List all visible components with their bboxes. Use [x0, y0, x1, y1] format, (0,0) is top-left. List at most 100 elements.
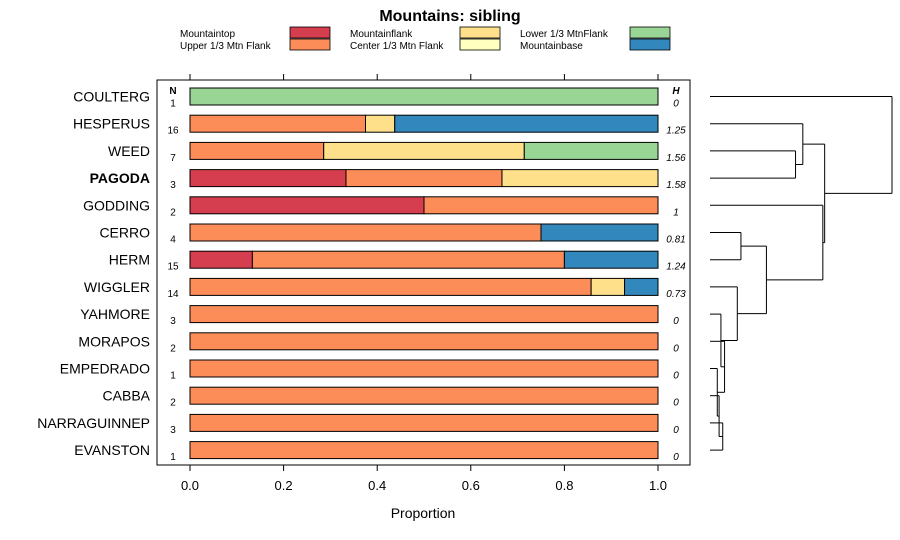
n-label: 2 — [170, 207, 176, 218]
bar-segment — [189, 223, 542, 242]
dendrogram — [710, 96, 893, 451]
n-label: 2 — [170, 398, 176, 409]
h-header: H — [672, 86, 680, 97]
legend-swatch — [289, 26, 331, 39]
bar-segment — [345, 169, 503, 188]
x-tick-label: 0.6 — [462, 478, 480, 493]
x-tick-label: 0.8 — [555, 478, 573, 493]
legend-swatch — [459, 38, 501, 51]
category-label: COULTERG — [73, 89, 150, 105]
bar-segment — [590, 277, 626, 296]
legend-swatch — [289, 38, 331, 51]
bar-segment — [501, 169, 659, 188]
bar-row: HESPERUS 16 1.25 — [73, 114, 686, 137]
plot-frame — [156, 79, 691, 466]
bar-segment — [189, 413, 659, 432]
legend-label: Upper 1/3 Mtn Flank — [180, 41, 272, 52]
bar-row: PAGODA 3 1.58 — [90, 169, 686, 191]
legend-swatch — [629, 38, 671, 51]
n-label: 1 — [170, 99, 176, 110]
h-label: 1.58 — [666, 180, 686, 191]
legend-label: Mountainflank — [350, 29, 413, 40]
n-label: 15 — [167, 262, 179, 273]
bar-segment — [189, 196, 425, 215]
bar-row: YAHMORE 3 0 — [80, 305, 679, 327]
x-tick-label: 0.4 — [368, 478, 386, 493]
bar-segment — [189, 250, 253, 269]
bar-segment — [189, 386, 659, 405]
bar-segment — [624, 277, 659, 296]
bar-row: WIGGLER 14 0.73 — [84, 277, 686, 300]
n-label: 7 — [170, 153, 176, 164]
category-label: CERRO — [99, 225, 150, 241]
bar-segment — [189, 277, 592, 296]
bar-segment — [189, 141, 325, 160]
bar-row: CABBA 2 0 — [103, 386, 679, 409]
category-label: EMPEDRADO — [60, 361, 150, 377]
n-label: 2 — [170, 343, 176, 354]
legend-label: Lower 1/3 MtnFlank — [520, 29, 609, 40]
bar-segment — [365, 114, 396, 133]
h-label: 0.81 — [666, 235, 685, 246]
legend-label: Mountaintop — [180, 29, 235, 40]
bar-segment — [189, 359, 659, 378]
bar-segment — [189, 87, 659, 106]
bar-segment — [523, 141, 659, 160]
x-tick-label: 1.0 — [649, 478, 667, 493]
rows: COULTERG 1 0 HESPERUS 16 1.25 WEED 7 1.56 PAGODA 3… — [37, 87, 686, 463]
h-label: 0 — [673, 371, 679, 382]
category-label: MORAPOS — [78, 333, 150, 349]
bar-segment — [189, 305, 659, 324]
h-label: 1.25 — [666, 126, 686, 137]
n-label: 3 — [170, 425, 176, 436]
bar-segment — [189, 169, 347, 188]
h-label: 0 — [673, 425, 679, 436]
legend-label: Mountainbase — [520, 41, 583, 52]
bar-row: WEED 7 1.56 — [108, 141, 686, 164]
category-label: HERM — [109, 252, 150, 268]
category-label: PAGODA — [90, 170, 150, 186]
h-label: 0 — [673, 316, 679, 327]
bar-row: EMPEDRADO 1 0 — [60, 359, 679, 382]
bar-row: GODDING 2 1 — [83, 196, 679, 218]
category-label: EVANSTON — [74, 442, 150, 458]
h-label: 0 — [673, 343, 679, 354]
bar-segment — [563, 250, 659, 269]
n-header: N — [169, 86, 176, 97]
h-label: 1.24 — [666, 262, 686, 273]
category-label: HESPERUS — [73, 116, 150, 132]
h-label: 1 — [673, 207, 679, 218]
category-label: WEED — [108, 143, 150, 159]
legend-swatch — [629, 26, 671, 39]
h-label: 0.73 — [666, 289, 686, 300]
category-label: NARRAGUINNEP — [37, 415, 150, 431]
bar-row: MORAPOS 2 0 — [78, 332, 679, 354]
h-label: 1.56 — [666, 153, 686, 164]
bar-segment — [189, 114, 366, 133]
bar-row: NARRAGUINNEP 3 0 — [37, 413, 679, 436]
category-label: GODDING — [83, 197, 150, 213]
x-axis: 0.0 0.2 0.4 0.6 0.8 1.0 — [181, 74, 667, 493]
h-label: 0 — [673, 398, 679, 409]
x-tick-label: 0.0 — [181, 478, 199, 493]
bar-segment — [251, 250, 565, 269]
category-label: YAHMORE — [80, 306, 150, 322]
n-label: 3 — [170, 316, 176, 327]
bar-segment — [394, 114, 659, 133]
legend-label: Center 1/3 Mtn Flank — [350, 41, 444, 52]
x-tick-label: 0.2 — [275, 478, 293, 493]
bar-row: EVANSTON 1 0 — [74, 441, 679, 463]
n-label: 3 — [170, 180, 176, 191]
h-label: 0 — [673, 99, 679, 110]
n-label: 1 — [170, 452, 176, 463]
bar-segment — [423, 196, 659, 215]
bar-segment — [323, 141, 525, 160]
n-label: 4 — [170, 235, 176, 246]
n-label: 14 — [167, 289, 179, 300]
bar-row: HERM 15 1.24 — [109, 250, 686, 273]
category-label: CABBA — [103, 388, 151, 404]
x-axis-label: Proportion — [391, 505, 456, 521]
n-label: 1 — [170, 371, 176, 382]
bar-row: CERRO 4 0.81 — [99, 223, 686, 246]
